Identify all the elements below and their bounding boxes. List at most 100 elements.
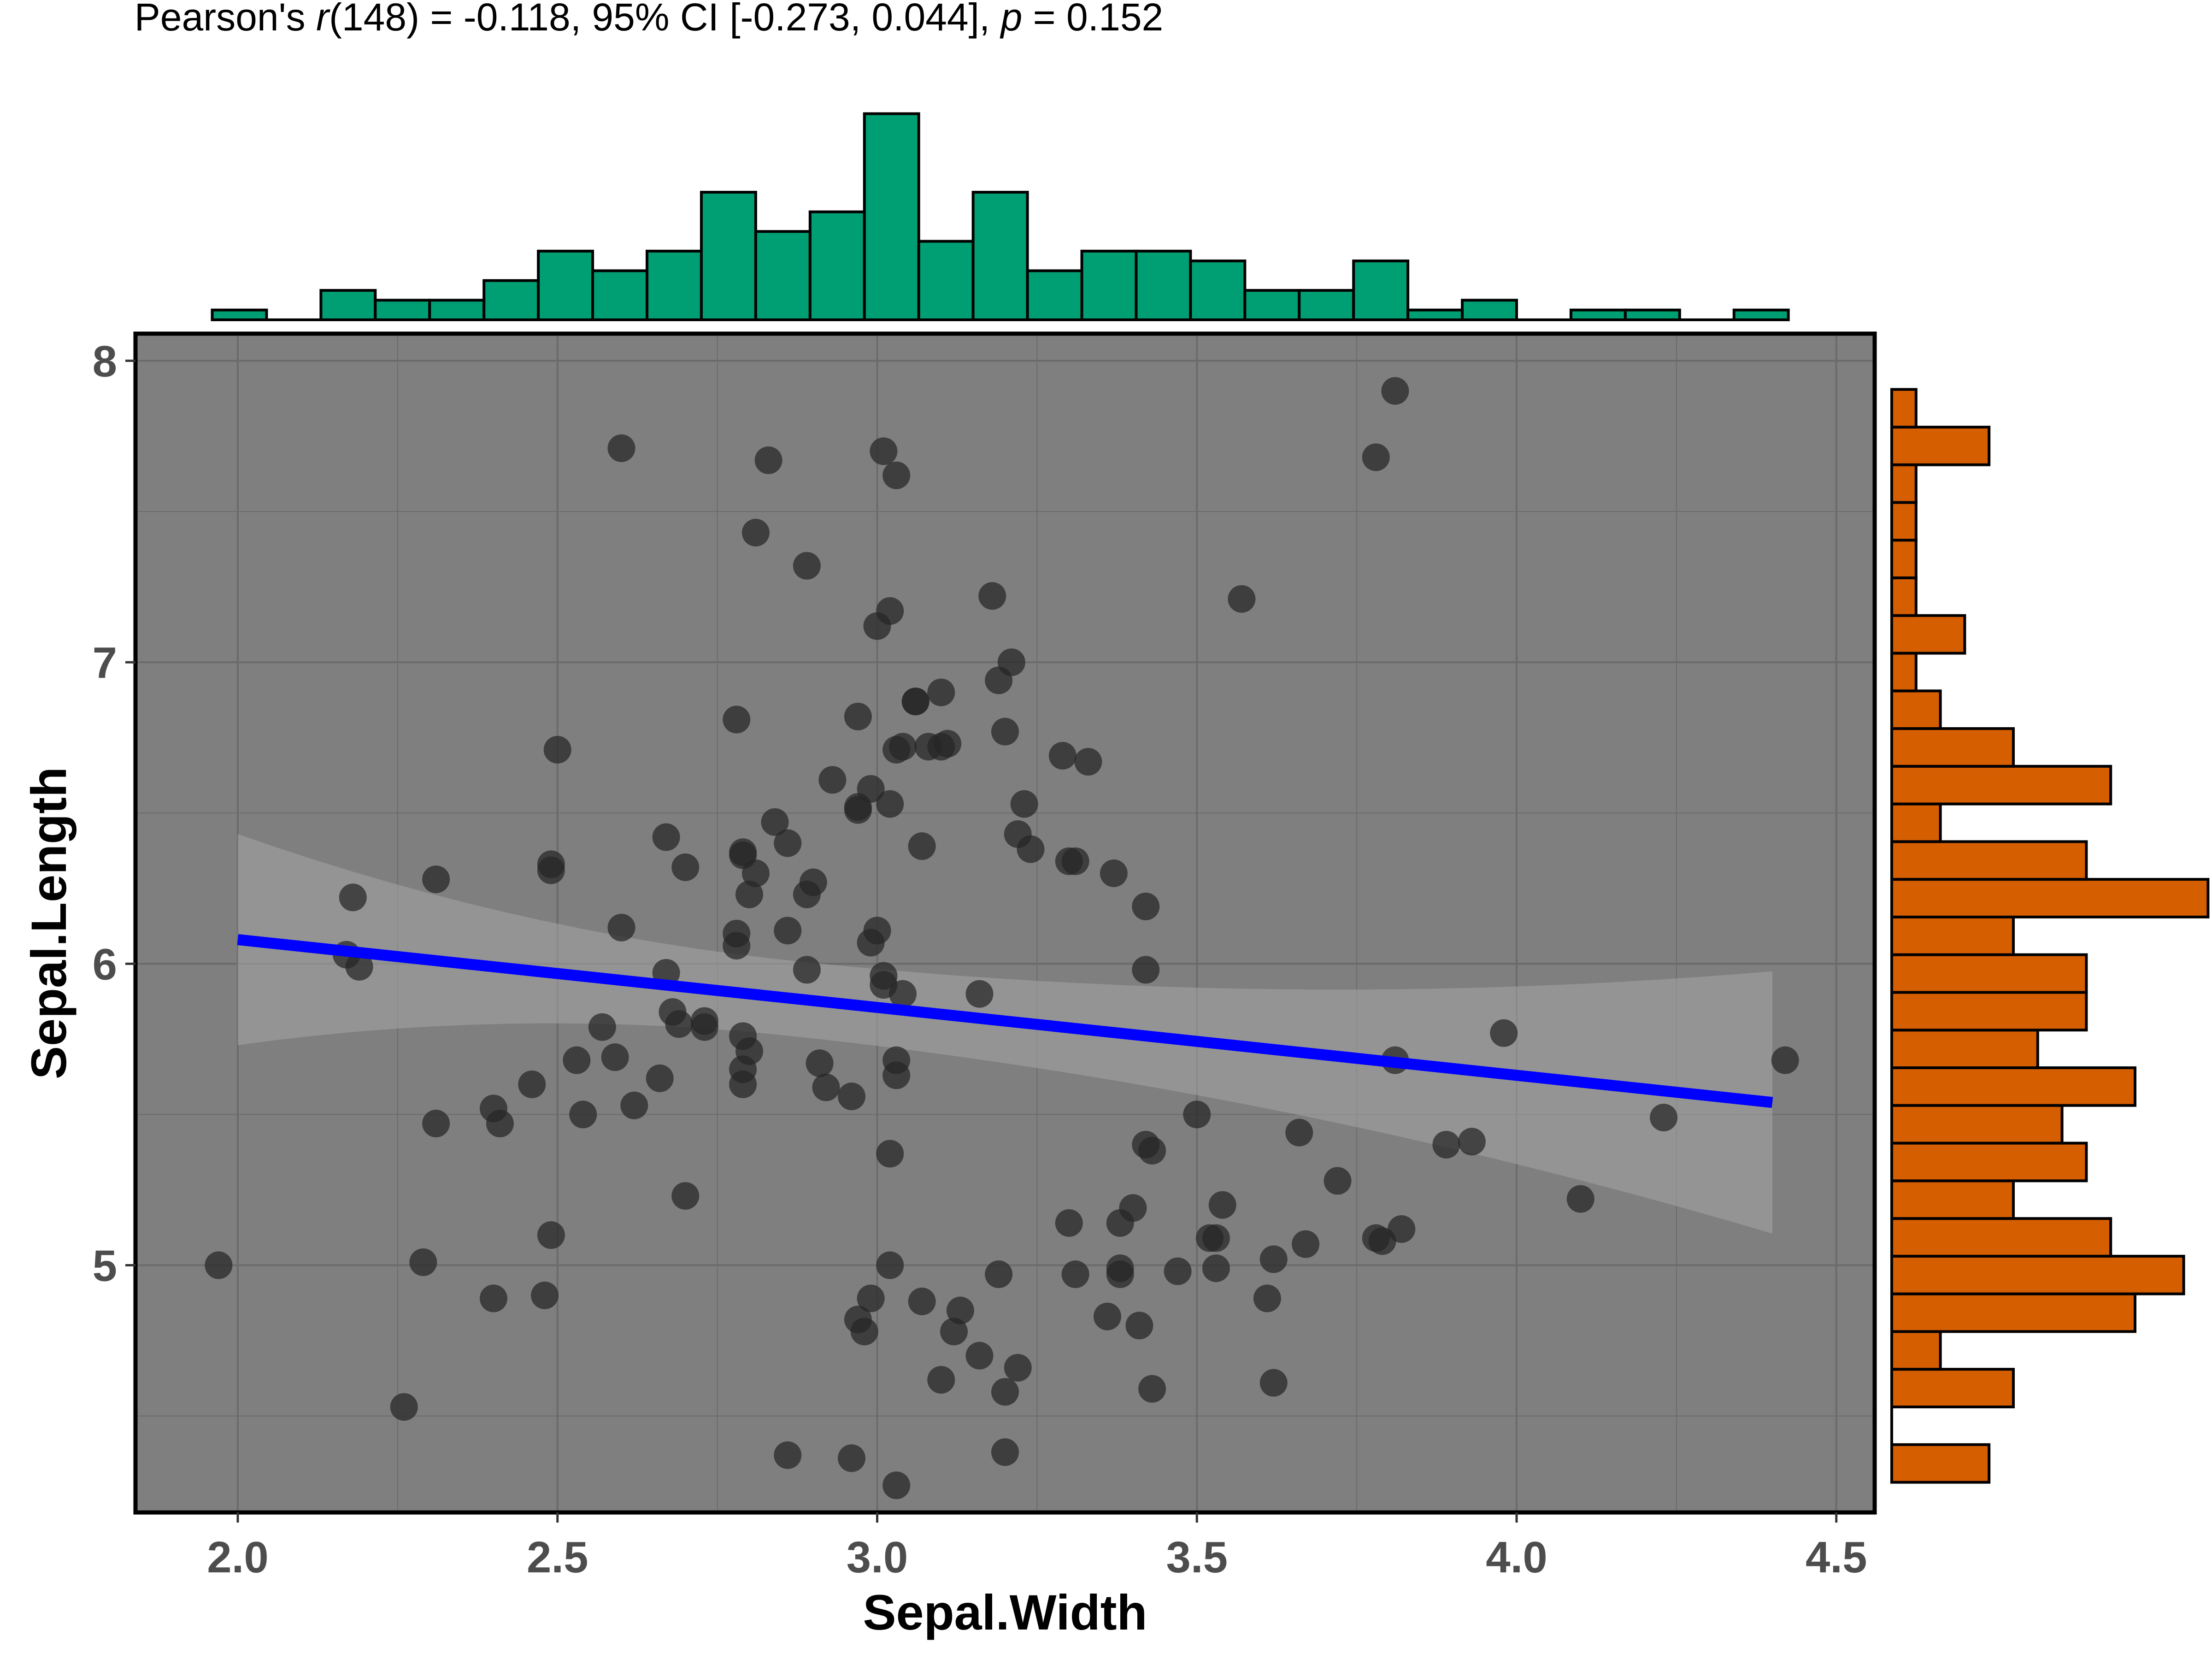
data-point [531,1281,559,1309]
y-axis-title: Sepal.Length [21,767,76,1079]
x-histogram-bar [917,240,975,321]
subtitle-p-symbol: p [1000,0,1023,39]
y-histogram-bar [1890,1368,2015,1409]
data-point [1285,1118,1313,1147]
x-histogram-bar [537,249,594,322]
subtitle-p-value: = 0.152 [1022,0,1163,39]
data-point [205,1251,233,1279]
data-point [607,434,635,462]
data-point [997,648,1025,677]
y-histogram-bar [1890,991,2088,1032]
data-point [1228,585,1256,613]
y-histogram-bar [1890,539,1918,579]
x-tick-label: 2.5 [527,1533,588,1582]
x-histogram-bar [1352,259,1410,322]
data-point [339,883,367,912]
data-point [1125,1312,1153,1340]
data-point [761,808,789,836]
y-histogram-bar [1890,388,1918,429]
data-point [1061,1260,1089,1288]
data-point [838,1082,865,1111]
data-point [345,953,373,981]
x-histogram-bar [971,191,1029,321]
x-axis-title: Sepal.Width [863,1584,1147,1640]
data-point [1074,747,1102,776]
x-histogram-bar [1189,259,1247,322]
data-point [889,980,917,1008]
data-point [946,1296,974,1324]
x-histogram-bar [1732,308,1790,322]
data-point [774,917,802,945]
y-histogram-bar [1890,1179,2015,1220]
data-point [857,775,885,803]
y-histogram-bar [1890,1443,1991,1484]
data-point [965,1341,994,1370]
data-point [563,1046,591,1074]
data-point [876,1140,904,1168]
data-point [690,1007,718,1035]
data-point [607,913,635,941]
data-point [965,980,994,1008]
data-point [1138,1375,1166,1403]
x-histogram-bar [1080,249,1138,322]
data-point [1771,1046,1799,1074]
data-point [1183,1100,1211,1129]
data-point [1362,443,1390,471]
y-histogram-bar [1890,953,2088,994]
x-histogram-bar [808,210,866,322]
data-point [901,688,930,716]
data-point [793,552,821,580]
data-point [620,1091,648,1119]
data-point [934,729,962,758]
y-histogram-bar [1890,614,1966,655]
y-tick-label: 8 [93,337,117,386]
data-point [652,823,680,851]
data-point [601,1043,629,1071]
data-point [844,796,872,824]
data-point [1138,1136,1166,1165]
data-point [741,859,770,888]
data-point [882,461,911,489]
y-histogram-bar [1890,463,1918,504]
data-point [1164,1257,1192,1285]
data-point [1017,835,1045,863]
data-point [390,1393,418,1421]
data-point [1100,859,1128,888]
data-point [882,1046,911,1074]
data-point [741,518,770,547]
x-histogram-bar [1135,249,1192,322]
subtitle-prefix: Pearson's [135,0,316,39]
data-point [940,1318,968,1346]
data-point [1490,1019,1518,1047]
y-histogram-bar [1890,915,2015,956]
panel-border [133,331,1877,1515]
data-point [486,1110,514,1138]
data-point [754,446,782,474]
data-point [1324,1167,1352,1195]
data-point [774,829,802,857]
data-point [908,1288,936,1316]
data-point [1432,1130,1460,1159]
data-point [1292,1230,1320,1258]
data-point [1010,790,1038,818]
data-point [1119,1194,1147,1222]
data-point [774,1441,802,1469]
y-histogram-bar [1890,878,2210,918]
x-histogram-bar [1026,269,1083,321]
data-point [991,1378,1019,1406]
data-point [409,1248,437,1276]
x-histogram-bar [646,249,703,322]
data-point [422,865,450,894]
data-point [1259,1369,1288,1397]
data-point [812,1073,840,1101]
x-tick-label: 4.5 [1806,1533,1867,1582]
x-histogram-bar [700,191,757,321]
data-point [665,1010,693,1038]
data-point [1458,1128,1486,1156]
y-tick-label: 7 [93,638,117,688]
data-point [671,853,700,881]
data-point [838,1444,865,1472]
confidence-band [238,834,1772,1234]
data-point [1381,377,1409,405]
